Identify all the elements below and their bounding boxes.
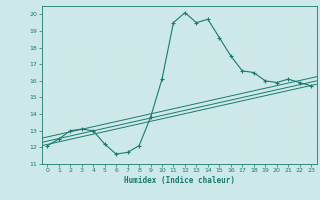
X-axis label: Humidex (Indice chaleur): Humidex (Indice chaleur) [124,176,235,185]
